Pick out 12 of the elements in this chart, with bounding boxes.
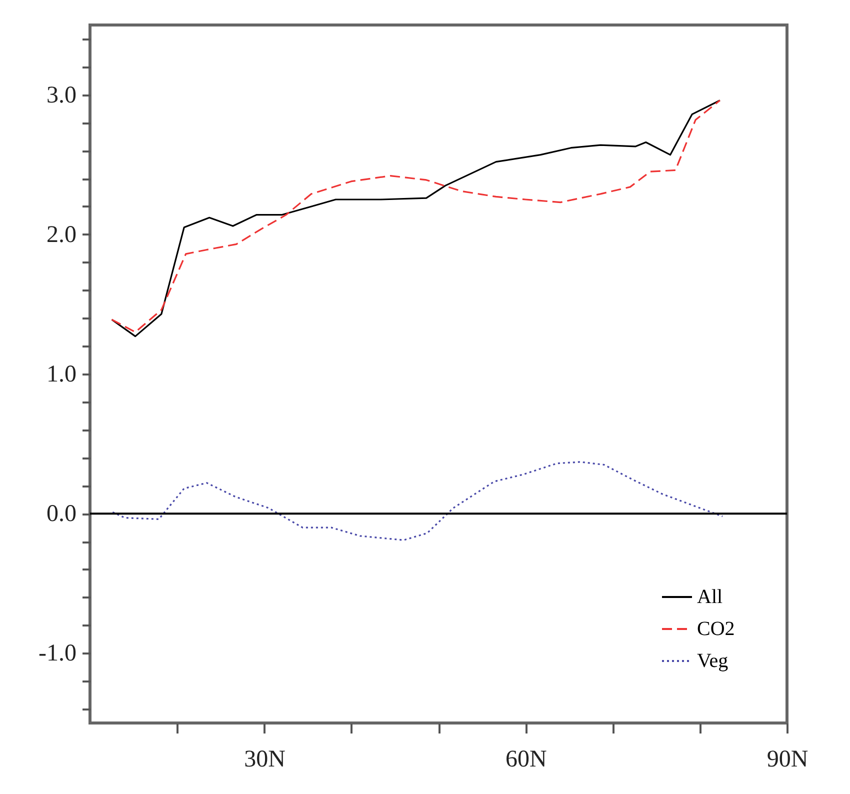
y-tick-label: 1.0 [46, 362, 76, 388]
x-tick-label: 90N [766, 746, 808, 772]
y-tick-label: 2.0 [46, 222, 76, 248]
legend-label: All [697, 586, 723, 608]
y-tick-label: 3.0 [46, 82, 76, 108]
x-tick-label: 60N [505, 746, 547, 772]
legend-label: CO2 [697, 618, 735, 640]
line-series [112, 461, 724, 541]
y-tick-label: -1.0 [38, 640, 76, 667]
y-tick-label: 0.0 [46, 501, 76, 528]
legend-label: Veg [697, 650, 728, 672]
x-tick-label: 30N [244, 746, 286, 772]
